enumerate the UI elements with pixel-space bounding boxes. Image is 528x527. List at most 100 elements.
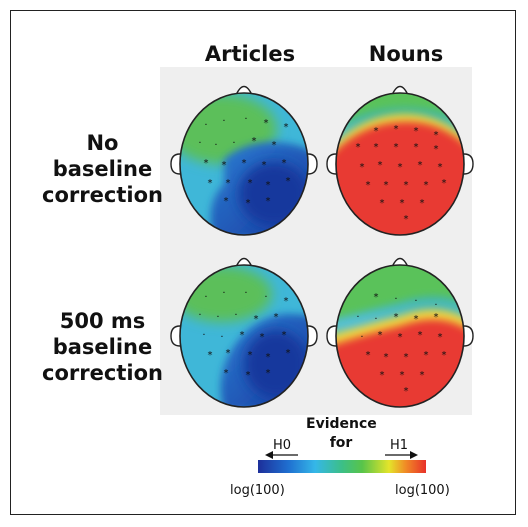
row-label-line: correction xyxy=(42,183,163,207)
row-label-line: baseline xyxy=(52,157,153,181)
svg-text:*: * xyxy=(400,198,405,209)
svg-text:*: * xyxy=(394,124,399,135)
svg-text:*: * xyxy=(414,314,419,325)
svg-text:*: * xyxy=(248,350,253,361)
svg-text:*: * xyxy=(246,198,251,209)
svg-text:·: · xyxy=(214,140,217,151)
svg-text:*: * xyxy=(246,370,251,381)
svg-text:·: · xyxy=(374,314,377,325)
svg-text:·: · xyxy=(220,332,223,343)
svg-text:*: * xyxy=(242,158,247,169)
svg-text:*: * xyxy=(438,162,443,173)
left-ear-shape xyxy=(326,325,337,347)
svg-text:*: * xyxy=(384,352,389,363)
svg-text:·: · xyxy=(244,114,247,125)
svg-text:*: * xyxy=(360,162,365,173)
topomap-articles-500ms-baseline: · · · · * · · · * * · · * * * * * * * * * * * xyxy=(170,257,318,408)
svg-text:·: · xyxy=(202,330,205,341)
svg-text:*: * xyxy=(224,196,229,207)
svg-text:*: * xyxy=(274,312,279,323)
head-outline xyxy=(179,92,309,236)
svg-text:*: * xyxy=(282,158,287,169)
head-outline xyxy=(335,92,465,236)
topomap-nouns-no-baseline: * * * * * * * * * * * * * * * * * * * * * * * xyxy=(326,85,474,236)
colorbar xyxy=(258,460,426,473)
svg-text:*: * xyxy=(264,118,269,129)
right-ear-shape xyxy=(307,325,318,347)
svg-text:*: * xyxy=(418,330,423,341)
svg-text:*: * xyxy=(356,142,361,153)
svg-text:·: · xyxy=(356,312,359,323)
left-ear-shape xyxy=(326,153,337,175)
svg-text:*: * xyxy=(398,332,403,343)
svg-text:·: · xyxy=(198,138,201,149)
svg-text:·: · xyxy=(434,300,437,311)
svg-text:*: * xyxy=(442,178,447,189)
svg-text:·: · xyxy=(222,288,225,299)
svg-text:*: * xyxy=(266,180,271,191)
svg-text:·: · xyxy=(216,312,219,323)
svg-text:·: · xyxy=(394,294,397,305)
svg-text:*: * xyxy=(434,312,439,323)
svg-text:·: · xyxy=(360,332,363,343)
svg-text:·: · xyxy=(234,310,237,321)
svg-text:·: · xyxy=(204,120,207,131)
right-ear-shape xyxy=(307,153,318,175)
svg-text:*: * xyxy=(442,350,447,361)
electrode-markers: · · · · * · · · * * · · * * * * * * * * * * * xyxy=(198,288,290,381)
row-label-line: 500 ms xyxy=(59,309,146,333)
colorbar-left-value: log(100) xyxy=(230,483,285,498)
svg-text:*: * xyxy=(226,178,231,189)
svg-text:*: * xyxy=(404,386,409,397)
svg-text:*: * xyxy=(262,160,267,171)
left-ear-shape xyxy=(170,153,181,175)
electrode-markers: · · · * * · · · * * * * * * * * * * * * * * * xyxy=(198,114,290,209)
svg-text:*: * xyxy=(260,332,265,343)
svg-text:*: * xyxy=(424,180,429,191)
left-ear-shape xyxy=(170,325,181,347)
svg-text:*: * xyxy=(414,126,419,137)
row-label-500ms-baseline: 500 ms baseline correction xyxy=(40,308,165,386)
svg-text:*: * xyxy=(374,292,379,303)
svg-text:*: * xyxy=(394,142,399,153)
svg-text:*: * xyxy=(284,296,289,307)
svg-text:*: * xyxy=(418,160,423,171)
svg-text:·: · xyxy=(232,138,235,149)
h0-label: H0 xyxy=(273,438,292,453)
svg-text:*: * xyxy=(400,370,405,381)
electrode-markers: * * * * * * * * * * * * * * * * * * * * * * * xyxy=(356,124,447,225)
svg-text:*: * xyxy=(420,198,425,209)
svg-text:*: * xyxy=(404,214,409,225)
column-title-nouns: Nouns xyxy=(368,42,444,66)
svg-text:*: * xyxy=(240,330,245,341)
svg-text:*: * xyxy=(226,348,231,359)
row-label-line: baseline xyxy=(52,335,153,359)
svg-text:*: * xyxy=(438,332,443,343)
svg-text:*: * xyxy=(374,126,379,137)
h0-arrow-icon xyxy=(265,451,298,459)
head-outline xyxy=(335,264,465,408)
colorbar-title: Evidence for xyxy=(306,415,377,453)
svg-text:*: * xyxy=(284,122,289,133)
svg-text:·: · xyxy=(244,288,247,299)
svg-text:*: * xyxy=(414,142,419,153)
svg-text:*: * xyxy=(366,350,371,361)
colorbar-title-line: for xyxy=(329,435,353,451)
topomap-nouns-500ms-baseline: * · · · · · * * * · * * * * * * * * * * * * * xyxy=(326,257,474,408)
head-outline xyxy=(179,264,309,408)
svg-text:·: · xyxy=(264,292,267,303)
svg-text:*: * xyxy=(380,370,385,381)
svg-text:*: * xyxy=(272,140,277,151)
svg-text:*: * xyxy=(208,178,213,189)
svg-text:*: * xyxy=(208,350,213,361)
svg-text:*: * xyxy=(380,198,385,209)
svg-text:*: * xyxy=(252,136,257,147)
topomap-articles-no-baseline: · · · * * · · · * * * * * * * * * * * * * * * xyxy=(170,85,318,236)
svg-text:*: * xyxy=(404,352,409,363)
svg-text:*: * xyxy=(378,330,383,341)
row-label-line: No xyxy=(86,131,119,155)
svg-text:*: * xyxy=(282,330,287,341)
svg-text:·: · xyxy=(414,296,417,307)
svg-text:*: * xyxy=(398,162,403,173)
column-title-articles: Articles xyxy=(204,42,296,66)
